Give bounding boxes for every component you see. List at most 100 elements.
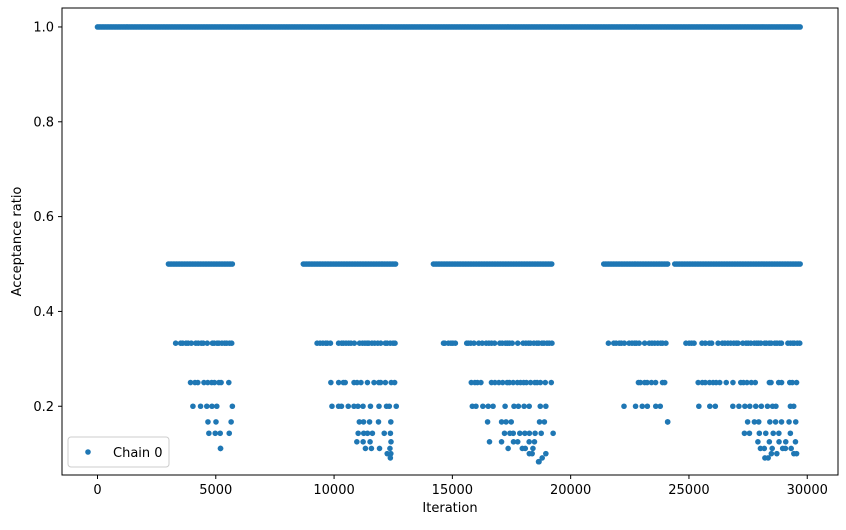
data-point	[758, 403, 765, 410]
data-point	[498, 419, 505, 425]
x-tick-label: 0	[93, 483, 101, 498]
data-point	[744, 379, 750, 386]
data-point	[548, 379, 555, 386]
data-point	[510, 439, 517, 445]
data-point	[358, 379, 364, 386]
data-point	[364, 430, 371, 437]
data-point	[792, 419, 799, 425]
data-point	[761, 445, 768, 452]
data-point	[360, 403, 366, 410]
x-tick-label: 20000	[550, 483, 591, 498]
data-point	[786, 419, 792, 425]
data-point	[531, 439, 538, 445]
data-point	[366, 419, 373, 425]
data-point	[772, 419, 779, 425]
data-point	[490, 403, 496, 410]
data-point	[652, 403, 659, 410]
data-point	[505, 445, 511, 452]
data-point	[197, 403, 204, 410]
data-point	[195, 379, 201, 386]
data-point	[536, 458, 542, 465]
data-point	[537, 379, 544, 386]
data-point	[387, 445, 393, 452]
data-point	[217, 445, 224, 452]
data-point	[351, 403, 357, 410]
data-point	[514, 439, 521, 445]
data-point	[498, 439, 505, 445]
data-point	[491, 340, 498, 347]
data-point	[212, 430, 219, 437]
data-point	[329, 403, 335, 410]
data-point	[382, 379, 389, 386]
legend: Chain 0	[67, 436, 170, 468]
data-point	[774, 450, 780, 457]
data-point	[209, 403, 215, 410]
data-point	[511, 403, 517, 410]
data-point	[229, 403, 236, 410]
data-point	[782, 439, 789, 445]
data-point	[503, 419, 509, 425]
x-axis-label: Iteration	[422, 501, 477, 516]
data-point	[501, 430, 508, 437]
data-point	[752, 379, 759, 386]
data-point	[644, 379, 650, 386]
data-point	[752, 403, 759, 410]
data-point	[793, 450, 800, 457]
data-point	[797, 261, 803, 267]
data-point	[486, 439, 493, 445]
data-point	[213, 403, 220, 410]
data-point	[377, 340, 384, 347]
data-point	[755, 419, 762, 425]
data-point	[539, 455, 545, 461]
data-point	[526, 403, 532, 410]
data-point	[200, 340, 207, 347]
data-point	[217, 430, 223, 437]
data-point	[510, 379, 516, 386]
data-point	[479, 340, 486, 347]
data-point	[790, 403, 797, 410]
data-point	[509, 340, 516, 347]
data-point	[499, 379, 506, 386]
data-point	[715, 340, 721, 347]
data-point	[367, 403, 374, 410]
data-point	[664, 419, 671, 425]
data-point	[778, 419, 785, 425]
data-point	[542, 379, 549, 386]
data-point	[381, 430, 388, 437]
data-point	[392, 261, 399, 267]
data-point	[708, 340, 715, 347]
data-point	[213, 419, 219, 425]
data-point	[391, 379, 398, 386]
data-point	[757, 445, 764, 452]
data-point	[492, 379, 498, 386]
data-point	[521, 403, 527, 410]
data-point	[478, 379, 484, 386]
data-point	[747, 403, 753, 410]
data-point	[605, 340, 612, 347]
data-point	[471, 340, 477, 347]
data-point	[526, 430, 533, 437]
data-point	[376, 403, 382, 410]
data-point	[328, 379, 334, 386]
data-point	[356, 419, 363, 425]
data-point	[796, 340, 803, 347]
plot-frame	[61, 7, 839, 476]
data-point	[548, 261, 555, 267]
data-point	[768, 379, 774, 386]
x-tick-label: 25000	[668, 483, 709, 498]
y-axis-label: Acceptance ratio	[10, 187, 25, 297]
data-point	[530, 445, 536, 452]
data-point	[764, 403, 771, 410]
data-point	[549, 340, 555, 347]
data-point	[514, 340, 521, 347]
data-point	[644, 403, 651, 410]
data-point	[351, 340, 358, 347]
data-point	[369, 430, 376, 437]
data-point	[702, 379, 709, 386]
data-point	[388, 450, 394, 457]
data-point	[537, 403, 544, 410]
legend-label: Chain 0	[113, 446, 163, 461]
data-point	[793, 379, 800, 386]
data-point	[723, 379, 730, 386]
data-point	[712, 403, 719, 410]
